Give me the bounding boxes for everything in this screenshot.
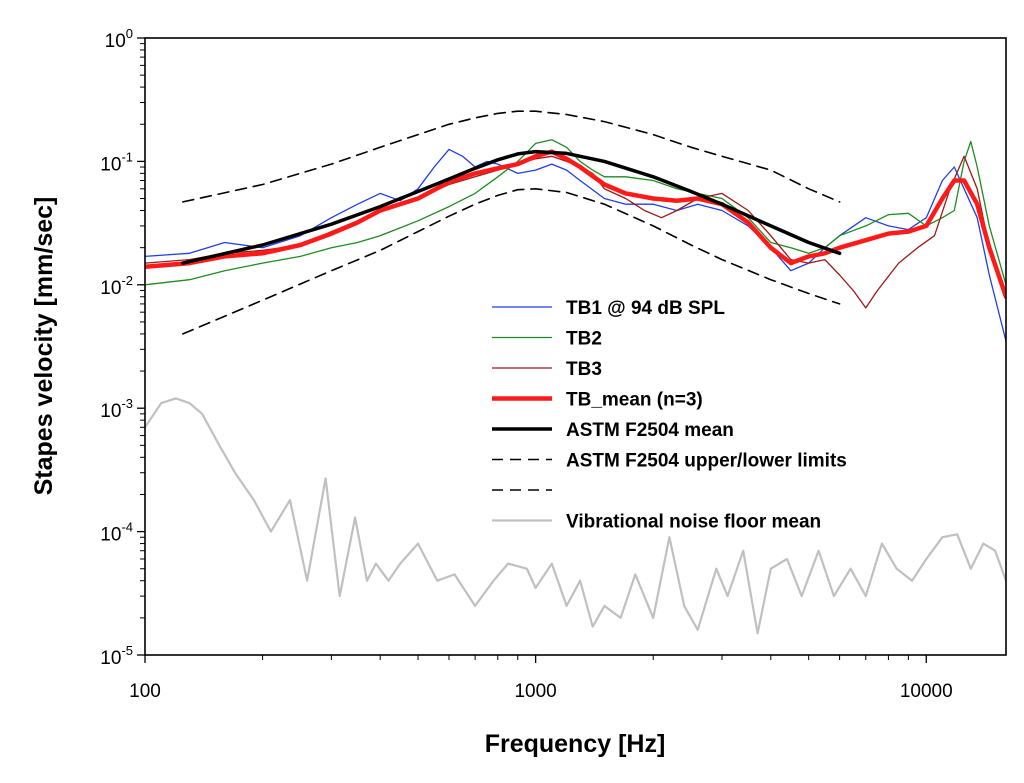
legend-label: ASTM F2504 upper/lower limits [566, 451, 847, 472]
legend-label: ASTM F2504 mean [566, 420, 734, 441]
x-tick-label: 10000 [900, 681, 953, 702]
series-line-astm-upper-limit [182, 110, 841, 203]
y-tick-label: 10-4 [100, 520, 133, 546]
legend-label: TB_mean (n=3) [566, 390, 703, 411]
legend: TB1 @ 94 dB SPL TB2 TB3 TB_mean (n=3) ASTM F… [492, 298, 847, 533]
y-tick-label: 10-1 [100, 149, 133, 175]
legend-label: TB2 [566, 329, 602, 350]
legend-label: TB1 @ 94 dB SPL [566, 298, 725, 319]
x-axis-title: Frequency [Hz] [485, 730, 666, 758]
y-tick-label: 10-2 [100, 273, 133, 299]
series-layer [145, 110, 1006, 635]
tick-layer: 100 1000 10000 100 10-1 10-2 10-3 10-4 10-5 [100, 26, 952, 702]
x-tick-label: 100 [129, 681, 161, 702]
y-axis-title: Stapes velocity [mm/sec] [30, 197, 58, 496]
series-line-tb-mean-n-3 [145, 149, 1006, 300]
x-tick-label: 1000 [514, 681, 556, 702]
series-line-vibrational-noise-floor-mean [145, 397, 1006, 635]
y-tick-label: 10-3 [100, 396, 133, 422]
y-tick-label: 10-5 [100, 643, 133, 669]
y-tick-label: 100 [105, 26, 133, 52]
plot-frame [144, 37, 1007, 656]
legend-label: Vibrational noise floor mean [566, 512, 821, 533]
series-line-astm-f2504-mean [181, 149, 842, 265]
series-line-tb2 [145, 139, 1006, 286]
series-line-series-6-lower [182, 188, 841, 335]
legend-label: TB3 [566, 359, 602, 380]
